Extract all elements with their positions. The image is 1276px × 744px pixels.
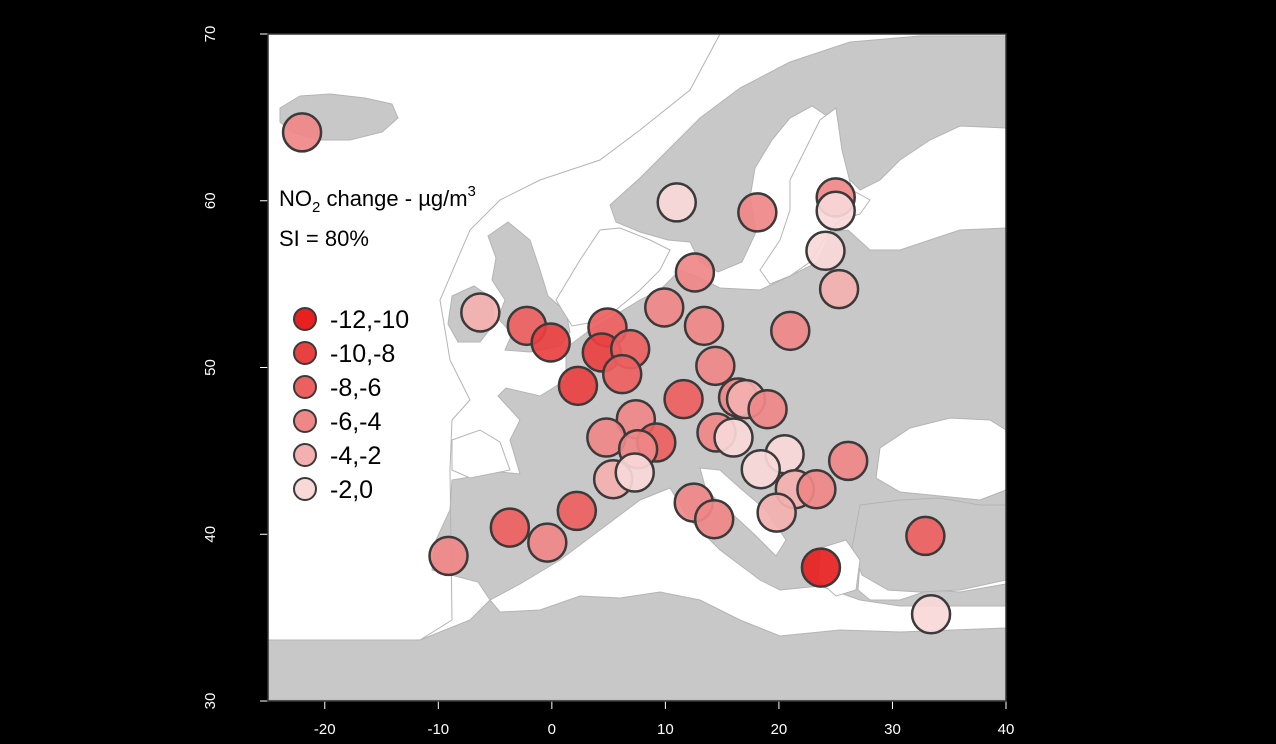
x-tick-label: -10 <box>427 721 449 738</box>
title-subscript: 2 <box>312 199 320 216</box>
station-marker <box>796 468 837 510</box>
title-block: NO2 change - µg/m3 SI = 80% <box>279 183 476 251</box>
station-marker <box>910 594 952 635</box>
station-marker <box>281 112 323 153</box>
title-prefix: NO <box>279 186 312 211</box>
legend-swatch <box>293 477 317 501</box>
legend-label: -10,-8 <box>330 340 395 368</box>
station-marker <box>695 345 736 387</box>
legend-label: -4,-2 <box>330 442 381 470</box>
station-marker <box>756 492 797 533</box>
title-unit: µg/m <box>418 186 467 211</box>
legend-label: -12,-10 <box>330 306 409 334</box>
station-markers <box>281 112 952 635</box>
station-marker <box>557 365 599 407</box>
station-marker <box>656 182 697 223</box>
x-tick-label: 30 <box>884 721 901 738</box>
legend-label: -6,-4 <box>330 408 382 436</box>
station-marker <box>737 192 778 233</box>
station-marker <box>683 305 725 347</box>
legend-swatch <box>293 409 317 433</box>
station-marker <box>905 515 946 557</box>
y-tick-label: 30 <box>202 693 219 710</box>
x-tick-label: 40 <box>998 721 1015 738</box>
x-tick-label: 10 <box>657 721 674 738</box>
station-marker <box>460 292 501 333</box>
station-marker <box>556 490 598 532</box>
x-tick-label: 0 <box>548 721 556 738</box>
y-tick-label: 40 <box>202 526 219 543</box>
station-marker <box>827 440 869 482</box>
y-tick-label: 50 <box>202 359 219 376</box>
legend-swatch <box>293 307 317 331</box>
station-marker <box>663 378 704 420</box>
title-unit-superscript: 3 <box>468 183 476 200</box>
x-axis: -20 -10 0 10 20 30 40 <box>314 701 1014 738</box>
station-marker <box>815 190 856 232</box>
legend-label: -8,-6 <box>330 374 381 402</box>
legend-swatch <box>293 375 317 399</box>
station-marker <box>740 448 782 490</box>
chart-subtitle: SI = 80% <box>279 226 369 251</box>
sea-caspian-edge <box>267 33 721 641</box>
y-axis: 30 40 50 60 70 <box>202 26 268 710</box>
station-marker <box>818 268 860 310</box>
station-marker <box>489 507 531 548</box>
plot-frame <box>267 33 1007 702</box>
sea-bay-of-biscay <box>451 429 511 479</box>
legend-swatch <box>293 341 317 365</box>
x-tick-label: -20 <box>314 721 336 738</box>
station-marker <box>674 252 716 293</box>
y-tick-label: 70 <box>202 26 219 43</box>
station-marker <box>614 452 655 493</box>
station-marker <box>643 287 685 328</box>
station-marker <box>530 322 571 363</box>
station-marker <box>527 522 568 563</box>
y-tick-label: 60 <box>202 192 219 209</box>
title-suffix: change - <box>320 186 418 211</box>
legend-swatch <box>293 443 317 467</box>
sea-mediterranean-west <box>489 487 1007 637</box>
station-marker <box>428 535 469 577</box>
station-marker <box>713 417 754 458</box>
legend: -12,-10 -10,-8 -8,-6 -6,-4 -4,-2 -2,0 <box>293 306 409 504</box>
station-marker <box>747 388 788 430</box>
chart-title: NO2 change - µg/m3 <box>279 183 476 216</box>
legend-label: -2,0 <box>330 476 373 504</box>
station-marker <box>800 547 842 588</box>
station-marker <box>601 353 643 395</box>
station-marker <box>770 310 811 352</box>
x-tick-label: 20 <box>771 721 788 738</box>
station-marker <box>805 230 846 272</box>
station-marker <box>693 498 735 540</box>
